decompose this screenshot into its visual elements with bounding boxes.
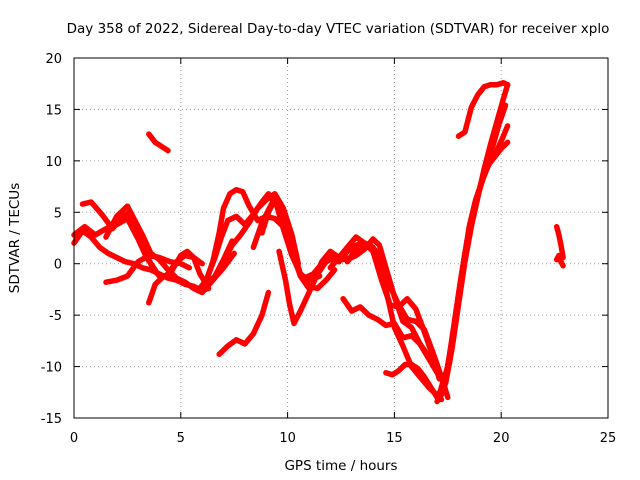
chart-title: Day 358 of 2022, Sidereal Day-to-day VTE…: [67, 21, 610, 37]
series-line-26: [553, 223, 566, 261]
y-tick-label: -15: [41, 412, 62, 427]
y-axis-label: SDTVAR / TECUs: [7, 183, 23, 293]
plot-frame: [73, 57, 609, 419]
x-tick-label: 25: [600, 431, 617, 446]
y-tick-label: 10: [45, 155, 62, 170]
series-line-6: [146, 131, 171, 154]
series-line-16: [310, 236, 440, 376]
x-tick-label: 15: [386, 431, 403, 446]
series-line-7: [169, 238, 235, 288]
series-line-13: [216, 289, 272, 357]
y-tick-label: -10: [41, 361, 62, 376]
x-tick-label: 20: [493, 431, 510, 446]
y-tick-label: -5: [49, 309, 62, 324]
series-line-19: [340, 295, 438, 372]
x-tick-labels: 0 5 10 15 20 25: [70, 431, 616, 446]
series-line-12: [259, 197, 338, 292]
y-tick-label: 20: [45, 52, 62, 67]
grid-lines: [74, 58, 608, 418]
series-line-24: [442, 81, 511, 386]
x-axis-label: GPS time / hours: [284, 458, 397, 474]
y-tick-label: 15: [45, 103, 62, 118]
series-line-25: [455, 79, 511, 139]
y-tick-labels: -15 -10 -5 0 5 10 15 20: [41, 52, 62, 427]
y-tick-label: 0: [54, 258, 62, 273]
y-tick-label: 5: [54, 206, 62, 221]
x-tick-label: 0: [70, 431, 78, 446]
series-line-27: [553, 252, 566, 269]
x-tick-label: 10: [279, 431, 296, 446]
axis-ticks: [73, 57, 609, 419]
series-line-20: [383, 361, 445, 403]
series-line-2: [79, 199, 163, 279]
data-series-group: [71, 79, 566, 405]
x-tick-label: 5: [177, 431, 185, 446]
